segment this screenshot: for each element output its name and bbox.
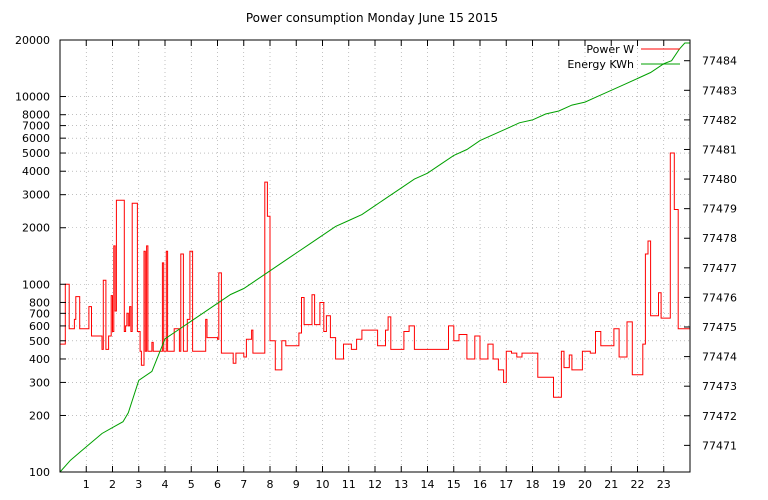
x-tick-label: 2 bbox=[109, 478, 116, 491]
x-tick-label: 19 bbox=[552, 478, 566, 491]
series-lines bbox=[59, 42, 690, 473]
y-right-tick-label: 77477 bbox=[702, 262, 737, 275]
y-left-tick-label: 7000 bbox=[22, 120, 50, 133]
x-tick-label: 5 bbox=[188, 478, 195, 491]
y-left-tick-label: 800 bbox=[29, 296, 50, 309]
y-left-tick-label: 100 bbox=[29, 466, 50, 479]
x-tick-label: 22 bbox=[631, 478, 645, 491]
y-left-tick-label: 400 bbox=[29, 353, 50, 366]
x-tick-label: 14 bbox=[421, 478, 435, 491]
series-line-energy bbox=[59, 42, 690, 473]
y-left-tick-label: 10000 bbox=[15, 91, 50, 104]
y-left-tick-label: 300 bbox=[29, 376, 50, 389]
y-left-tick-label: 600 bbox=[29, 320, 50, 333]
y-right-tick-label: 77482 bbox=[702, 114, 737, 127]
x-tick-label: 10 bbox=[316, 478, 330, 491]
y-right-tick-label: 77480 bbox=[702, 173, 737, 186]
y-right-tick-label: 77472 bbox=[702, 410, 737, 423]
x-tick-label: 9 bbox=[293, 478, 300, 491]
y-left-tick-label: 700 bbox=[29, 307, 50, 320]
y-right-tick-label: 77473 bbox=[702, 380, 737, 393]
x-tick-label: 13 bbox=[394, 478, 408, 491]
chart-title: Power consumption Monday June 15 2015 bbox=[246, 11, 498, 25]
x-tick-label: 4 bbox=[162, 478, 169, 491]
legend-label-power: Power W bbox=[586, 43, 634, 56]
y-right-tick-label: 77484 bbox=[702, 55, 737, 68]
y-left-tick-label: 2000 bbox=[22, 222, 50, 235]
y-left-tick-label: 3000 bbox=[22, 189, 50, 202]
y-right-tick-label: 77479 bbox=[702, 203, 737, 216]
y-right-tick-label: 77471 bbox=[702, 439, 737, 452]
x-tick-label: 1 bbox=[83, 478, 90, 491]
x-tick-label: 7 bbox=[240, 478, 247, 491]
y-left-tick-label: 4000 bbox=[22, 165, 50, 178]
x-tick-label: 18 bbox=[526, 478, 540, 491]
y-left-tick-label: 200 bbox=[29, 409, 50, 422]
y-right-tick-label: 77483 bbox=[702, 84, 737, 97]
x-tick-label: 23 bbox=[657, 478, 671, 491]
x-tick-label: 8 bbox=[267, 478, 274, 491]
legend: Power W Energy KWh bbox=[567, 43, 680, 71]
grid-lines bbox=[60, 40, 690, 472]
axis-ticks: 1 2 3 4 5 6 7 8 9 10 11 12 13 14 15 16 17 18 19 20 21 22 23100… bbox=[15, 34, 737, 491]
y-left-tick-label: 500 bbox=[29, 335, 50, 348]
y-right-tick-label: 77474 bbox=[702, 351, 737, 364]
y-right-tick-label: 77478 bbox=[702, 232, 737, 245]
y-left-tick-label: 8000 bbox=[22, 109, 50, 122]
x-tick-label: 12 bbox=[368, 478, 382, 491]
x-tick-label: 17 bbox=[499, 478, 513, 491]
x-tick-label: 11 bbox=[342, 478, 356, 491]
y-right-tick-label: 77481 bbox=[702, 143, 737, 156]
y-right-tick-label: 77475 bbox=[702, 321, 737, 334]
x-tick-label: 16 bbox=[473, 478, 487, 491]
series-line-power bbox=[60, 152, 690, 398]
x-tick-label: 21 bbox=[604, 478, 618, 491]
y-left-tick-label: 1000 bbox=[22, 278, 50, 291]
x-tick-label: 3 bbox=[135, 478, 142, 491]
x-tick-label: 20 bbox=[578, 478, 592, 491]
legend-label-energy: Energy KWh bbox=[567, 58, 634, 71]
x-tick-label: 6 bbox=[214, 478, 221, 491]
y-left-tick-label: 6000 bbox=[22, 132, 50, 145]
y-left-tick-label: 20000 bbox=[15, 34, 50, 47]
y-left-tick-label: 5000 bbox=[22, 147, 50, 160]
x-tick-label: 15 bbox=[447, 478, 461, 491]
y-right-tick-label: 77476 bbox=[702, 291, 737, 304]
